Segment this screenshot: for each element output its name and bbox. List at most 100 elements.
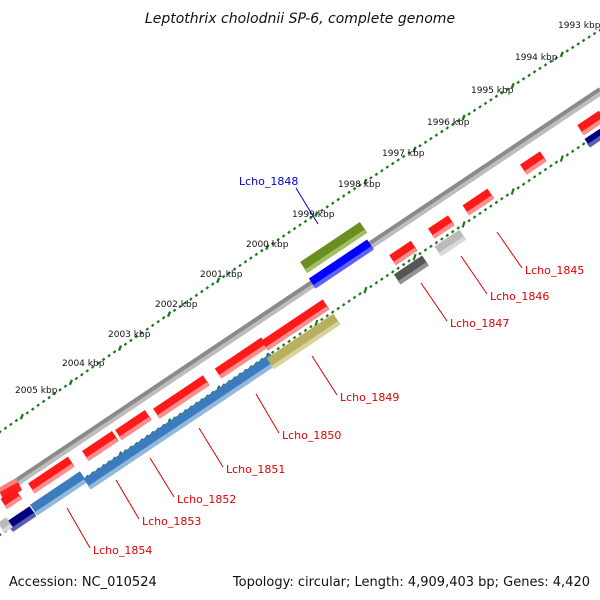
ruler-tick bbox=[385, 165, 390, 169]
inner-ruler-tick bbox=[347, 299, 351, 303]
inner-ruler-tick bbox=[434, 240, 439, 245]
ruler-tick bbox=[434, 133, 439, 137]
gene-label-lcho-1853[interactable]: Lcho_1853 bbox=[142, 515, 201, 528]
ruler-tick bbox=[0, 430, 2, 434]
inner-ruler-tick bbox=[472, 215, 477, 219]
ruler-tick bbox=[68, 379, 74, 386]
forward-gene-block[interactable] bbox=[261, 299, 330, 351]
gene-label-lcho-1847[interactable]: Lcho_1847 bbox=[450, 317, 509, 330]
gene-block-lcho-1848-olive[interactable] bbox=[300, 221, 368, 273]
inner-ruler-tick bbox=[554, 160, 559, 165]
ruler-tick bbox=[347, 190, 351, 195]
ruler-tick bbox=[538, 66, 542, 71]
ruler-tick bbox=[14, 418, 19, 423]
label-leader-line bbox=[496, 231, 523, 269]
forward-gene-block[interactable] bbox=[82, 430, 119, 461]
inner-ruler-tick bbox=[281, 343, 286, 347]
label-leader-line bbox=[420, 282, 448, 322]
inner-ruler-tick bbox=[352, 295, 357, 300]
inner-ruler-tick bbox=[341, 302, 346, 307]
reverse-gene-block[interactable] bbox=[30, 471, 88, 516]
ruler-tick bbox=[281, 234, 286, 238]
ruler-tick bbox=[19, 413, 24, 420]
ruler-tick bbox=[129, 338, 133, 343]
ruler-tick bbox=[483, 101, 488, 106]
gene-block-lcho-1846[interactable] bbox=[434, 229, 467, 257]
label-leader-line bbox=[198, 427, 224, 468]
ruler-tick bbox=[178, 304, 182, 309]
ruler-tick bbox=[543, 63, 548, 67]
gene-block[interactable] bbox=[520, 151, 547, 175]
inner-ruler-tick bbox=[298, 332, 302, 336]
accession-text: Accession: NC_010524 bbox=[9, 575, 157, 590]
inner-ruler-tick bbox=[423, 248, 428, 252]
gene-block[interactable] bbox=[428, 215, 455, 239]
gene-label-lcho-1854[interactable]: Lcho_1854 bbox=[93, 544, 152, 557]
forward-gene-block[interactable] bbox=[153, 375, 210, 419]
backbone-line bbox=[0, 87, 600, 493]
gene-block[interactable] bbox=[584, 128, 600, 148]
ruler-tick bbox=[41, 399, 46, 404]
ruler-tick bbox=[90, 365, 95, 369]
reverse-gene-block[interactable] bbox=[6, 506, 37, 532]
ruler-tick bbox=[200, 289, 204, 294]
forward-gene-block[interactable] bbox=[28, 456, 75, 494]
reverse-gene-block[interactable] bbox=[266, 313, 341, 370]
ruler-tick bbox=[210, 282, 215, 286]
gene-label-lcho-1851[interactable]: Lcho_1851 bbox=[226, 463, 285, 476]
ruler-tick bbox=[63, 384, 68, 388]
gene-label-lcho-1845[interactable]: Lcho_1845 bbox=[525, 264, 584, 277]
ruler-tick bbox=[592, 31, 597, 36]
ruler-tick bbox=[254, 252, 259, 257]
ruler-tick bbox=[330, 201, 335, 205]
inner-ruler-tick bbox=[532, 175, 537, 179]
ruler-tick bbox=[532, 70, 537, 74]
ruler-tick bbox=[205, 286, 210, 290]
ruler-tick bbox=[161, 316, 166, 320]
inner-ruler-tick bbox=[401, 262, 406, 267]
forward-gene-block[interactable] bbox=[0, 488, 23, 509]
gene-label-lcho-1846[interactable]: Lcho_1846 bbox=[490, 290, 549, 303]
ruler-tick bbox=[298, 223, 302, 227]
ruler-tick bbox=[467, 112, 471, 116]
backbone-shadow bbox=[0, 89, 600, 497]
ruler-tick bbox=[74, 376, 79, 381]
forward-gene-block[interactable] bbox=[214, 337, 268, 379]
ruler-labels: 1993 kbp 1994 kbp 1995 kbp 1996 kbp 1997 kbp… bbox=[15, 21, 600, 396]
gene-labels: Lcho_1845 Lcho_1846 Lcho_1847 Lcho_1848 … bbox=[93, 175, 584, 557]
inner-ruler-tick bbox=[581, 142, 586, 146]
ruler-label: 1998 kbp bbox=[338, 180, 381, 190]
ruler-tick bbox=[374, 172, 379, 177]
gene-label-lcho-1848[interactable]: Lcho_1848 bbox=[239, 175, 298, 188]
ruler-tick bbox=[36, 403, 40, 408]
inner-ruler-tick bbox=[461, 221, 466, 228]
genome-summary-text: Topology: circular; Length: 4,909,403 bp… bbox=[232, 575, 590, 590]
ruler-label: 1997 kbp bbox=[382, 149, 425, 159]
gene-block[interactable] bbox=[577, 110, 600, 136]
reverse-gene-block[interactable] bbox=[0, 517, 13, 533]
gene-features bbox=[0, 110, 600, 533]
gene-block[interactable] bbox=[462, 188, 495, 216]
inner-ruler-tick bbox=[385, 273, 390, 278]
ruler-tick bbox=[494, 94, 499, 99]
gene-label-lcho-1849[interactable]: Lcho_1849 bbox=[340, 391, 399, 404]
ruler-tick bbox=[52, 391, 57, 396]
ruler-label: 2003 kbp bbox=[108, 330, 151, 340]
inner-ruler-tick bbox=[456, 226, 460, 230]
inner-ruler-tick bbox=[292, 335, 297, 340]
inner-ruler-tick bbox=[270, 350, 275, 355]
gene-block-lcho-1848[interactable] bbox=[308, 239, 374, 289]
inner-ruler-tick bbox=[549, 164, 553, 168]
ruler-tick bbox=[423, 140, 428, 144]
ruler-tick bbox=[472, 108, 477, 113]
inner-ruler-tick bbox=[559, 155, 564, 162]
ruler-tick bbox=[3, 426, 8, 430]
gene-label-lcho-1852[interactable]: Lcho_1852 bbox=[177, 493, 236, 506]
forward-gene-block[interactable] bbox=[115, 409, 152, 440]
gene-block[interactable] bbox=[389, 240, 418, 266]
inner-ruler-tick bbox=[565, 153, 570, 157]
reverse-gene-block[interactable] bbox=[83, 353, 278, 490]
ruler-tick bbox=[445, 126, 450, 130]
gene-label-lcho-1850[interactable]: Lcho_1850 bbox=[282, 429, 341, 442]
gene-block-lcho-1847[interactable] bbox=[393, 255, 429, 285]
